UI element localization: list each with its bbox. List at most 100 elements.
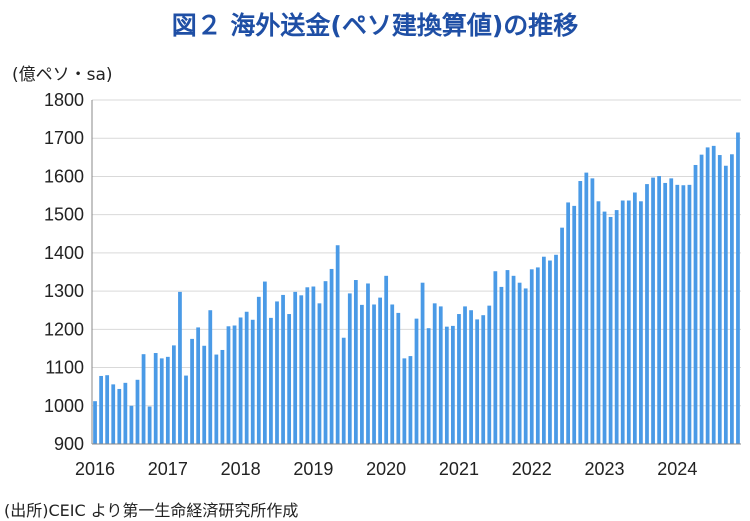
bar <box>487 305 492 444</box>
bar <box>511 275 516 444</box>
bar <box>426 328 431 444</box>
bar <box>305 287 310 444</box>
bar <box>329 268 334 444</box>
x-tick-label: 2023 <box>585 459 625 479</box>
x-tick-label: 2017 <box>148 459 188 479</box>
bar <box>687 184 692 444</box>
bar <box>554 254 558 444</box>
y-tick-label: 1000 <box>44 396 84 416</box>
y-tick-label: 900 <box>54 434 84 454</box>
bars <box>93 132 740 445</box>
bar <box>311 286 316 444</box>
bar <box>281 294 285 444</box>
bar <box>432 303 437 444</box>
bar <box>353 280 358 444</box>
bar <box>541 256 546 444</box>
bar <box>438 306 443 444</box>
bar <box>269 317 273 444</box>
bar <box>141 354 146 444</box>
bar <box>214 354 219 444</box>
bar <box>190 338 194 444</box>
bar <box>705 147 710 444</box>
bar <box>693 164 698 445</box>
bar <box>105 375 110 444</box>
bar <box>366 283 370 444</box>
bar <box>256 296 261 444</box>
bar <box>347 293 352 444</box>
bar <box>196 327 201 444</box>
bar <box>457 314 461 444</box>
bar <box>226 326 231 444</box>
bar <box>360 304 364 444</box>
axes <box>91 100 741 445</box>
x-tick-label: 2019 <box>293 459 333 479</box>
bar <box>632 192 637 444</box>
y-axis-unit-label: (億ペソ・sa) <box>12 65 113 85</box>
bar <box>451 325 455 444</box>
bar <box>639 201 643 444</box>
bar <box>202 345 207 444</box>
bar <box>572 205 577 444</box>
y-tick-label: 1800 <box>44 90 84 110</box>
bar <box>129 405 134 444</box>
bar <box>614 210 619 444</box>
x-tick-label: 2024 <box>657 459 697 479</box>
x-tick-label: 2016 <box>75 459 115 479</box>
bar <box>475 319 480 444</box>
y-tick-label: 1300 <box>44 281 84 301</box>
bar <box>184 375 188 444</box>
x-tick-label: 2020 <box>366 459 406 479</box>
bar <box>372 304 376 444</box>
bar <box>602 211 607 444</box>
bar <box>620 200 625 444</box>
bar <box>584 172 589 444</box>
bar <box>275 301 279 444</box>
bar <box>147 406 152 444</box>
bar <box>548 260 552 444</box>
bar <box>287 314 292 444</box>
bar <box>378 297 382 444</box>
bar <box>335 245 340 444</box>
bar <box>117 388 122 444</box>
bar <box>730 154 734 444</box>
bar <box>505 270 510 444</box>
bar <box>675 184 680 444</box>
bar <box>645 184 649 444</box>
bar <box>717 155 722 445</box>
bar <box>663 182 668 444</box>
x-tick-label: 2022 <box>512 459 552 479</box>
bar <box>172 345 176 444</box>
bar <box>384 275 389 444</box>
x-tick-label: 2018 <box>221 459 261 479</box>
bar <box>408 356 413 444</box>
bar <box>317 303 322 444</box>
bar <box>699 154 704 444</box>
bar <box>596 201 601 444</box>
bar <box>626 200 631 444</box>
bar <box>736 132 740 445</box>
bar <box>244 311 249 444</box>
bar <box>123 382 128 444</box>
bar <box>262 281 267 444</box>
y-tick-label: 1600 <box>44 166 84 186</box>
bar <box>250 319 255 444</box>
bar <box>420 282 425 444</box>
bar <box>651 177 655 444</box>
bar <box>560 227 564 444</box>
y-tick-label: 1700 <box>44 128 84 148</box>
bar <box>499 286 504 444</box>
source-note: (出所)CEIC より第一生命経済研究所作成 <box>4 501 299 520</box>
bar <box>681 185 686 445</box>
bar <box>669 178 674 445</box>
bar <box>608 216 613 444</box>
bar <box>529 269 534 444</box>
bar <box>299 295 304 444</box>
bar <box>711 145 716 444</box>
bar <box>111 384 116 444</box>
bar <box>178 291 182 444</box>
x-tick-label: 2021 <box>439 459 479 479</box>
chart-title: 図２ 海外送金(ペソ建換算値)の推移 <box>171 11 579 40</box>
bar <box>99 375 103 444</box>
bar <box>341 337 346 444</box>
bar <box>578 181 583 444</box>
